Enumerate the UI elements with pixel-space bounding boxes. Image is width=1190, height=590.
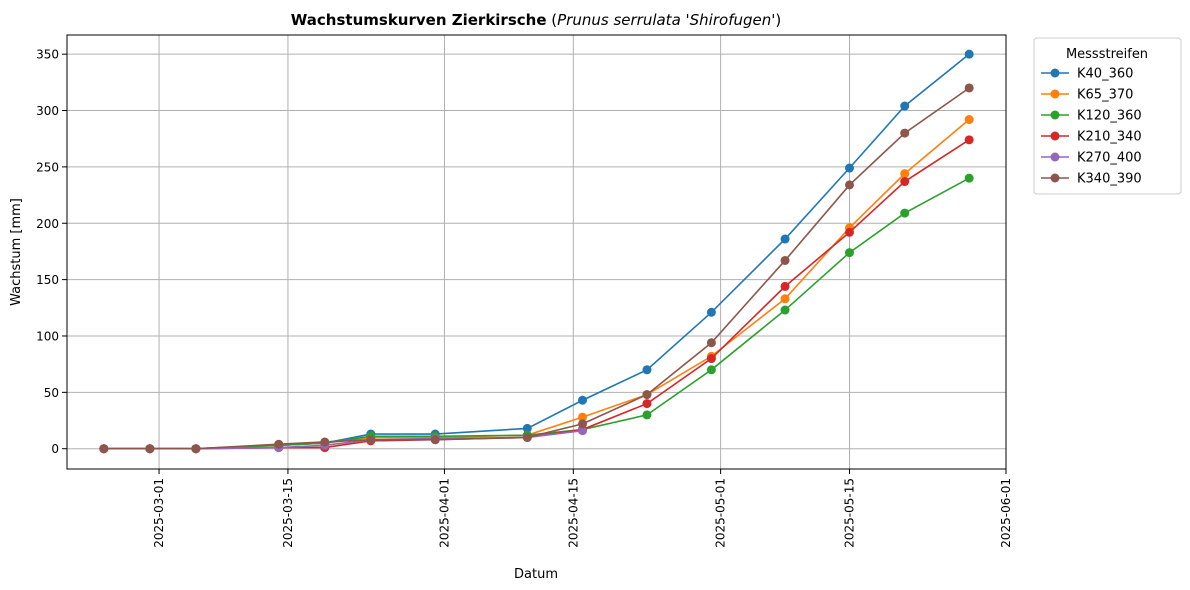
chart-title-main: Wachstumskurven Zierkirsche	[291, 11, 547, 29]
data-point	[780, 234, 790, 244]
data-point	[642, 399, 652, 409]
data-point	[964, 49, 974, 59]
data-point	[642, 365, 652, 375]
data-point	[145, 444, 155, 454]
legend: Messstreifen K40_360 K65_370 K120_360 K210_…	[1033, 37, 1182, 195]
data-point	[900, 169, 910, 179]
series-k210-340	[99, 135, 974, 454]
series-line	[103, 87, 970, 450]
data-point	[964, 115, 974, 125]
data-point	[522, 423, 532, 433]
y-tick-label: 350	[36, 48, 59, 62]
series-layer	[99, 49, 974, 454]
data-point	[191, 444, 201, 454]
data-point	[706, 307, 716, 317]
series-line	[103, 118, 970, 450]
legend-item: K40_360	[1041, 67, 1133, 82]
data-point	[578, 412, 588, 422]
legend-label: K270_400	[1077, 151, 1142, 166]
x-tick-label: 2025-04-15	[566, 478, 580, 548]
data-point	[578, 395, 588, 405]
y-tick-label: 200	[36, 217, 59, 231]
legend-item: K270_400	[1041, 151, 1142, 166]
y-axis-label: Wachstum [mm]	[9, 198, 24, 306]
legend-swatch-marker	[1050, 68, 1060, 78]
data-point	[578, 426, 588, 436]
x-tick-label: 2025-06-01	[999, 478, 1013, 548]
data-point	[578, 419, 588, 429]
chart-title-close: )	[775, 11, 781, 29]
data-point	[430, 435, 440, 445]
x-axis-label: Datum	[514, 567, 558, 582]
plot-frame	[66, 34, 1007, 470]
legend-item: K120_360	[1041, 109, 1142, 124]
legend-swatch-marker	[1050, 110, 1060, 120]
legend-items: K40_360 K65_370 K120_360 K210_340 K270_400 K3…	[1041, 67, 1142, 187]
series-line	[103, 53, 970, 450]
legend-box	[1033, 37, 1182, 195]
legend-swatch-marker	[1050, 152, 1060, 162]
y-tick-label: 0	[51, 442, 59, 456]
legend-label: K210_340	[1077, 130, 1142, 145]
series-k120-360	[99, 173, 974, 454]
data-point	[900, 208, 910, 218]
legend-item: K210_340	[1041, 130, 1142, 145]
data-point	[900, 177, 910, 187]
series-k65-370	[99, 115, 974, 454]
y-tick-label: 150	[36, 273, 59, 287]
data-point	[964, 83, 974, 93]
data-point	[845, 163, 854, 173]
data-point	[99, 444, 109, 454]
legend-label: K120_360	[1077, 109, 1142, 124]
x-tick-label: 2025-03-15	[281, 478, 295, 548]
y-axis-ticks: 0 50 100 150 200 250 300 350	[36, 48, 67, 456]
data-point	[780, 255, 790, 265]
data-point	[642, 390, 652, 400]
chart-title-open: (	[547, 11, 558, 29]
y-tick-label: 250	[36, 160, 59, 174]
data-point	[900, 128, 910, 138]
x-tick-label: 2025-04-01	[437, 478, 451, 548]
legend-swatch-marker	[1050, 89, 1060, 99]
data-point	[845, 248, 854, 258]
data-point	[780, 294, 790, 304]
x-tick-label: 2025-03-01	[152, 478, 166, 548]
data-point	[274, 439, 284, 449]
data-point	[706, 365, 716, 375]
x-axis-ticks: 2025-03-01 2025-03-15 2025-04-01 2025-04-15…	[152, 469, 1013, 548]
legend-swatch-marker	[1050, 173, 1060, 183]
data-point	[845, 180, 854, 190]
legend-label: K340_390	[1077, 172, 1142, 187]
x-tick-label: 2025-05-01	[714, 478, 728, 548]
y-tick-label: 50	[44, 386, 59, 400]
data-point	[706, 338, 716, 348]
series-line	[103, 139, 970, 450]
x-tick-label: 2025-05-15	[843, 478, 857, 548]
chart-title-species: Prunus serrulata 'Shirofugen'	[557, 11, 775, 29]
data-point	[522, 432, 532, 442]
legend-label: K40_360	[1077, 67, 1133, 82]
chart-title: Wachstumskurven Zierkirsche (Prunus serr…	[291, 11, 781, 29]
grid	[67, 35, 1007, 469]
data-point	[964, 173, 974, 183]
data-point	[366, 435, 376, 445]
data-point	[780, 305, 790, 315]
legend-swatch-marker	[1050, 131, 1060, 141]
legend-item: K340_390	[1041, 172, 1142, 187]
data-point	[964, 135, 974, 145]
legend-item: K65_370	[1041, 88, 1133, 103]
y-tick-label: 100	[36, 329, 59, 343]
y-tick-label: 300	[36, 104, 59, 118]
data-point	[900, 101, 910, 111]
data-point	[706, 354, 716, 364]
series-line	[103, 177, 970, 450]
data-point	[320, 437, 330, 447]
data-point	[642, 410, 652, 420]
legend-label: K65_370	[1077, 88, 1133, 103]
series-k340-390	[99, 83, 974, 454]
data-point	[780, 281, 790, 291]
legend-title: Messstreifen	[1066, 47, 1148, 62]
data-point	[845, 227, 854, 237]
